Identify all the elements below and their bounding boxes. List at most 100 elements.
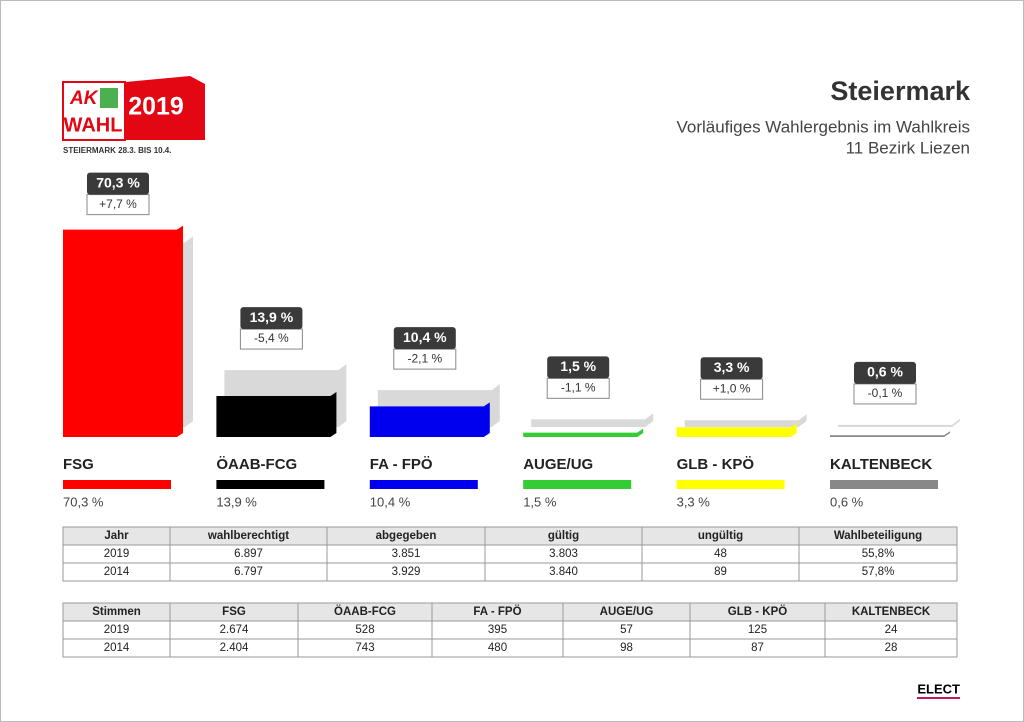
legend-strip — [676, 480, 785, 489]
value-box — [393, 327, 456, 350]
value-box — [240, 307, 303, 330]
category-label: FA - FPÖ — [370, 456, 433, 473]
subtitle: 11 Bezirk Liezen — [846, 138, 970, 157]
change-label: -2,1 % — [407, 351, 442, 365]
percent-label: 70,3 % — [63, 494, 104, 509]
change-label: -0,1 % — [868, 386, 903, 400]
table-header: Stimmen — [92, 606, 141, 618]
value-label: 3,3 % — [714, 359, 750, 375]
value-label: 10,4 % — [403, 329, 447, 345]
table-cell: 2.674 — [220, 624, 249, 636]
legend-strip — [830, 480, 938, 489]
table-border — [62, 602, 958, 658]
table-cell: 87 — [751, 642, 764, 654]
table-header: gültig — [548, 530, 579, 542]
logo-brand: AK — [69, 88, 99, 109]
table-cell: 3.929 — [392, 566, 421, 578]
category-label: KALTENBECK — [830, 456, 932, 473]
bar — [216, 391, 337, 437]
change-label: -1,1 % — [561, 381, 596, 395]
value-box — [854, 361, 916, 384]
bar — [676, 423, 797, 437]
table-cell: 55,8% — [862, 548, 895, 560]
percent-label: 3,3 % — [677, 494, 711, 509]
value-label: 70,3 % — [96, 174, 140, 190]
table-cell: 395 — [488, 624, 507, 636]
table-cell: 2019 — [104, 624, 130, 636]
footer-underline — [917, 697, 960, 699]
table-header: AUGE/UG — [600, 606, 654, 618]
table-cell: 89 — [714, 566, 727, 578]
legend-strip — [369, 480, 478, 489]
table-header: FSG — [222, 606, 246, 618]
percent-label: 0,6 % — [830, 494, 864, 509]
table-header-bg — [63, 603, 957, 621]
table-border — [62, 526, 958, 582]
bar — [830, 431, 950, 437]
bar — [63, 225, 183, 437]
table-cell: 6.797 — [234, 566, 263, 578]
title: Steiermark — [830, 76, 971, 106]
table-cell: 3.851 — [392, 548, 421, 560]
previous-bar — [838, 418, 960, 427]
table-cell: 2014 — [104, 642, 130, 654]
table-cell: 28 — [885, 642, 898, 654]
table-cell: 57,8% — [862, 566, 895, 578]
table-cell: 743 — [355, 642, 374, 654]
table-cell: 6.897 — [234, 548, 263, 560]
previous-bar — [531, 413, 654, 427]
logo: AK WAHL 2019 STEIERMARK 28.3. BIS 10.4. — [62, 76, 205, 155]
table-header: KALTENBECK — [852, 606, 931, 618]
legend-strip — [63, 480, 171, 489]
change-label: +7,7 % — [99, 197, 137, 211]
legend-strip — [216, 480, 325, 489]
table-cell: 48 — [714, 548, 727, 560]
percent-label: 1,5 % — [523, 494, 557, 509]
table-cell: 24 — [885, 624, 898, 636]
category-label: GLB - KPÖ — [677, 456, 755, 473]
table-header: wahlberechtigt — [207, 530, 289, 542]
footer-brand: ELECT — [917, 681, 960, 696]
table-header: Wahlbeteiligung — [834, 530, 922, 542]
value-label: 13,9 % — [250, 309, 294, 325]
category-label: ÖAAB-FCG — [216, 456, 297, 473]
table-cell: 98 — [620, 642, 633, 654]
table-header: GLB - KPÖ — [728, 605, 787, 618]
table-header-bg — [63, 527, 957, 545]
table-cell: 480 — [488, 642, 507, 654]
table-header: ÖAAB-FCG — [334, 605, 396, 618]
table-cell: 57 — [620, 624, 633, 636]
subtitle: Vorläufiges Wahlergebnis im Wahlkreis — [676, 117, 970, 136]
table-cell: 3.803 — [549, 548, 578, 560]
table-header: Jahr — [104, 530, 129, 542]
table-cell: 2.404 — [220, 642, 249, 654]
value-box — [700, 357, 763, 380]
legend-strip — [523, 480, 632, 489]
table-header: ungültig — [698, 530, 743, 542]
bar — [369, 402, 490, 437]
logo-shape — [125, 76, 205, 140]
percent-label: 13,9 % — [216, 494, 257, 509]
value-label: 0,6 % — [867, 364, 903, 380]
change-label: -5,4 % — [254, 331, 289, 345]
logo-year: 2019 — [128, 93, 184, 121]
change-label: +1,0 % — [713, 381, 751, 395]
category-label: FSG — [63, 456, 94, 473]
table-cell: 2019 — [104, 548, 130, 560]
value-label: 1,5 % — [560, 358, 596, 374]
table-cell: 125 — [748, 624, 767, 636]
value-box — [547, 356, 610, 379]
logo-word: WAHL — [64, 114, 123, 136]
table-cell: 2014 — [104, 566, 130, 578]
table-header: FA - FPÖ — [473, 605, 521, 618]
logo-caption: STEIERMARK 28.3. BIS 10.4. — [63, 146, 171, 155]
percent-label: 10,4 % — [370, 494, 411, 509]
table-header: abgegeben — [376, 530, 437, 542]
value-box — [87, 172, 149, 195]
previous-bar — [684, 414, 807, 427]
category-label: AUGE/UG — [523, 456, 593, 473]
table-cell: 528 — [355, 624, 374, 636]
logo-icon — [100, 88, 118, 108]
